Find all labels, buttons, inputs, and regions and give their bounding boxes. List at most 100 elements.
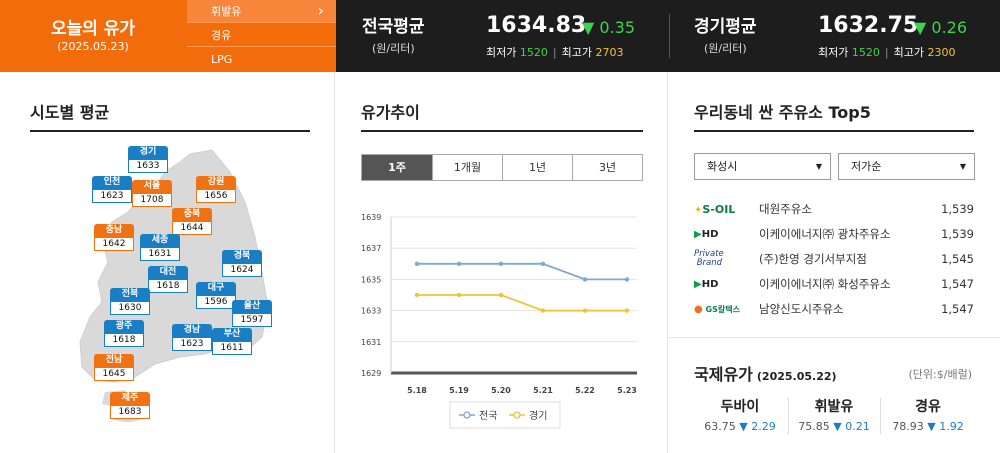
max-label: 최고가 [561, 46, 592, 59]
gyeonggi-change: ▼ 0.26 [914, 18, 968, 37]
top5-panel-title: 우리동네 싼 주유소 Top5 [694, 103, 871, 122]
region-label[interactable]: 서울 1708 [132, 180, 172, 207]
intl-title-text: 국제유가 [694, 365, 753, 384]
station-row[interactable]: ● GS칼텍스 남양신도시주유소 1,547 [694, 297, 974, 322]
intl-item-name: 경유 [915, 399, 941, 415]
gyeonggi-title: 경기평균 [694, 17, 757, 37]
min-value: 1520 [851, 46, 880, 59]
region-name: 경기 [128, 146, 168, 159]
region-price: 1624 [222, 263, 262, 277]
sort-select[interactable]: 저가순 ▼ [838, 153, 975, 180]
station-row[interactable]: Private Brand (주)한영 경기서부지점 1,545 [694, 247, 974, 272]
caret-down-icon: ▼ [815, 162, 822, 171]
today-price-box: 오늘의 유가 (2025.05.23) [0, 0, 186, 72]
region-price: 1596 [196, 295, 236, 309]
region-label[interactable]: 강원 1656 [196, 176, 236, 203]
region-label[interactable]: 충남 1642 [94, 224, 134, 251]
region-price: 1708 [132, 193, 172, 207]
fuel-tab-gasoline[interactable]: 휘발유 › [187, 0, 336, 23]
gs-caltex-logo: ● GS칼텍스 [694, 304, 740, 315]
region-price: 1618 [104, 333, 144, 347]
city-select[interactable]: 화성시 ▼ [694, 153, 831, 180]
region-price: 1683 [110, 405, 150, 419]
region-name: 강원 [196, 176, 236, 189]
section-divider [668, 337, 1000, 338]
data-point [456, 292, 462, 298]
series-line [417, 262, 627, 281]
region-label[interactable]: 경기 1633 [128, 146, 168, 173]
region-name: 대구 [196, 282, 236, 295]
region-label[interactable]: 경북 1624 [222, 250, 262, 277]
region-name: 충남 [94, 224, 134, 237]
x-tick-label: 5.21 [533, 386, 553, 395]
period-tab-1year[interactable]: 1년 [502, 155, 572, 180]
data-point [582, 277, 588, 282]
station-price: 1,547 [941, 277, 974, 291]
region-label[interactable]: 경남 1623 [172, 324, 212, 351]
region-name: 전북 [110, 288, 150, 301]
gyeonggi-unit: (원/리터) [704, 42, 747, 55]
y-tick-label: 1637 [361, 244, 381, 253]
region-label[interactable]: 전남 1645 [94, 354, 134, 381]
series-line [417, 294, 627, 312]
region-label[interactable]: 인천 1623 [92, 176, 132, 203]
region-price: 1631 [140, 247, 180, 261]
station-name: (주)한영 경기서부지점 [759, 252, 867, 266]
region-label[interactable]: 울산 1597 [232, 300, 272, 327]
legend-label: 경기 [529, 409, 547, 422]
data-point [624, 308, 630, 313]
region-label[interactable]: 대전 1618 [148, 266, 188, 293]
national-average: 전국평균 (원/리터) 1634.83 ▼ 0.35 최저가 1520 | 최고가 … [336, 0, 669, 72]
hd-hyundai-logo: ▶HD [694, 279, 719, 290]
fuel-tab-diesel[interactable]: 경유 [187, 24, 336, 47]
region-label[interactable]: 세종 1631 [140, 234, 180, 261]
region-name: 광주 [104, 320, 144, 333]
fuel-tab-lpg[interactable]: LPG [187, 48, 336, 71]
chevron-right-icon: › [317, 1, 324, 20]
station-price: 1,539 [941, 202, 974, 216]
station-name: 남양신도시주유소 [759, 302, 844, 316]
period-tab-1month[interactable]: 1개월 [432, 155, 502, 180]
region-label[interactable]: 제주 1683 [110, 392, 150, 419]
panel-rule [361, 130, 643, 132]
sort-select-value: 저가순 [851, 160, 882, 173]
x-tick-label: 5.18 [407, 386, 427, 395]
station-row[interactable]: ▶HD 이케이에너지㈜ 화성주유소 1,547 [694, 272, 974, 297]
region-price: 1618 [148, 279, 188, 293]
region-label[interactable]: 부산 1611 [212, 328, 252, 355]
region-name: 경북 [222, 250, 262, 263]
station-name: 대원주유소 [759, 202, 812, 216]
station-row[interactable]: ▶HD 이케이에너지㈜ 광차주유소 1,539 [694, 222, 974, 247]
legend-marker [463, 411, 471, 419]
trend-panel-title: 유가추이 [361, 103, 420, 122]
y-tick-label: 1635 [361, 275, 381, 284]
city-select-value: 화성시 [707, 160, 738, 173]
fuel-type-tabs: 휘발유 › 경유 LPG [186, 0, 336, 72]
y-tick-label: 1639 [361, 213, 381, 222]
region-label[interactable]: 충북 1644 [172, 208, 212, 235]
period-tab-3year[interactable]: 3년 [572, 155, 642, 180]
region-label[interactable]: 대구 1596 [196, 282, 236, 309]
caret-down-icon: ▼ [959, 162, 966, 171]
region-label[interactable]: 전북 1630 [110, 288, 150, 315]
period-tab-1week[interactable]: 1주 [362, 155, 432, 180]
fuel-tab-label: 휘발유 [211, 5, 242, 18]
station-row[interactable]: ✦S-OIL 대원주유소 1,539 [694, 197, 974, 222]
region-name: 전남 [94, 354, 134, 367]
region-price: 1642 [94, 237, 134, 251]
intl-price-title: 국제유가 (2025.05.22) [694, 361, 837, 385]
gyeonggi-minmax: 최저가 1520 | 최고가 2300 [818, 46, 956, 59]
s-oil-logo: ✦S-OIL [694, 203, 736, 216]
intl-gasoline: 휘발유 75.85 ▼ 0.21 [790, 396, 878, 433]
x-tick-label: 5.19 [449, 386, 469, 395]
intl-diesel: 경유 78.93 ▼ 1.92 [884, 396, 972, 433]
data-point [498, 261, 504, 266]
region-label[interactable]: 광주 1618 [104, 320, 144, 347]
station-name: 이케이에너지㈜ 광차주유소 [759, 227, 891, 241]
station-price: 1,539 [941, 227, 974, 241]
divider [669, 14, 670, 58]
intl-date: (2025.05.22) [756, 370, 837, 383]
fuel-tab-label: LPG [211, 53, 233, 66]
national-title: 전국평균 [362, 17, 425, 37]
